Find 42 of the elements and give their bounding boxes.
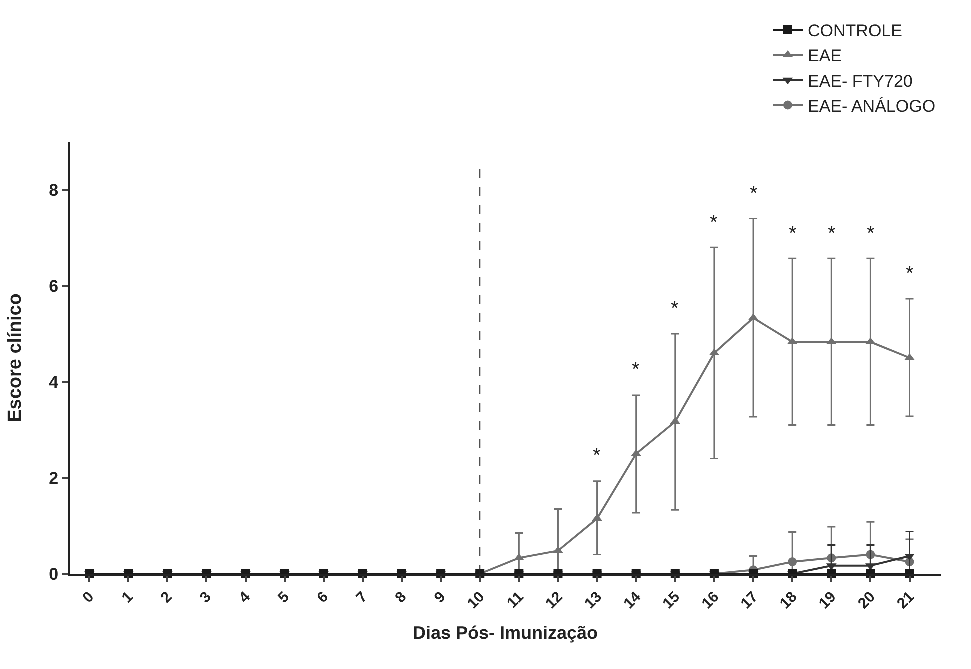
legend-label: CONTROLE — [808, 22, 902, 41]
annotation: * — [710, 212, 718, 234]
annotation: * — [828, 223, 836, 245]
x-tick-label: 1 — [118, 588, 137, 607]
x-tick-label: 18 — [776, 588, 801, 612]
x-tick-label: 20 — [855, 588, 879, 612]
x-tick-label: 14 — [620, 588, 645, 612]
x-tick-label: 8 — [392, 588, 410, 607]
legend-label: EAE — [808, 46, 842, 66]
legend-label: EAE- FTY720 — [808, 72, 913, 91]
annotation: * — [789, 223, 797, 245]
x-tick-label: 2 — [158, 588, 176, 607]
y-tick-label: 6 — [49, 276, 59, 296]
annotation: * — [671, 298, 679, 320]
x-tick-label: 15 — [660, 588, 684, 612]
x-tick-label: 12 — [542, 588, 566, 612]
y-tick-label: 4 — [49, 372, 60, 392]
x-tick-label: 10 — [464, 588, 488, 612]
y-tick-label: 8 — [49, 180, 59, 200]
x-tick-label: 5 — [275, 588, 293, 607]
x-tick-label: 9 — [431, 588, 450, 607]
annotation: * — [750, 183, 758, 205]
x-tick-label: 4 — [236, 588, 254, 607]
x-tick-label: 21 — [894, 588, 918, 612]
y-tick-label: 2 — [49, 468, 59, 488]
annotation: * — [867, 223, 875, 245]
x-tick-label: 7 — [353, 588, 372, 607]
x-tick-label: 17 — [738, 588, 762, 612]
x-tick-label: 6 — [314, 588, 332, 607]
annotation: * — [906, 263, 914, 285]
x-tick-label: 16 — [698, 588, 723, 612]
x-tick-label: 19 — [816, 588, 840, 612]
annotation: * — [593, 445, 601, 467]
x-tick-label: 0 — [80, 588, 98, 607]
x-tick-label: 3 — [196, 588, 215, 607]
legend-label: EAE- ANÁLOGO — [808, 96, 936, 116]
y-axis-title: Escore clínico — [5, 294, 26, 422]
y-tick-label: 0 — [49, 564, 59, 584]
x-tick-label: 13 — [582, 588, 606, 612]
x-tick-label: 11 — [504, 588, 528, 612]
x-axis-title: Dias Pós- Imunização — [412, 623, 598, 643]
annotation: * — [632, 359, 640, 381]
